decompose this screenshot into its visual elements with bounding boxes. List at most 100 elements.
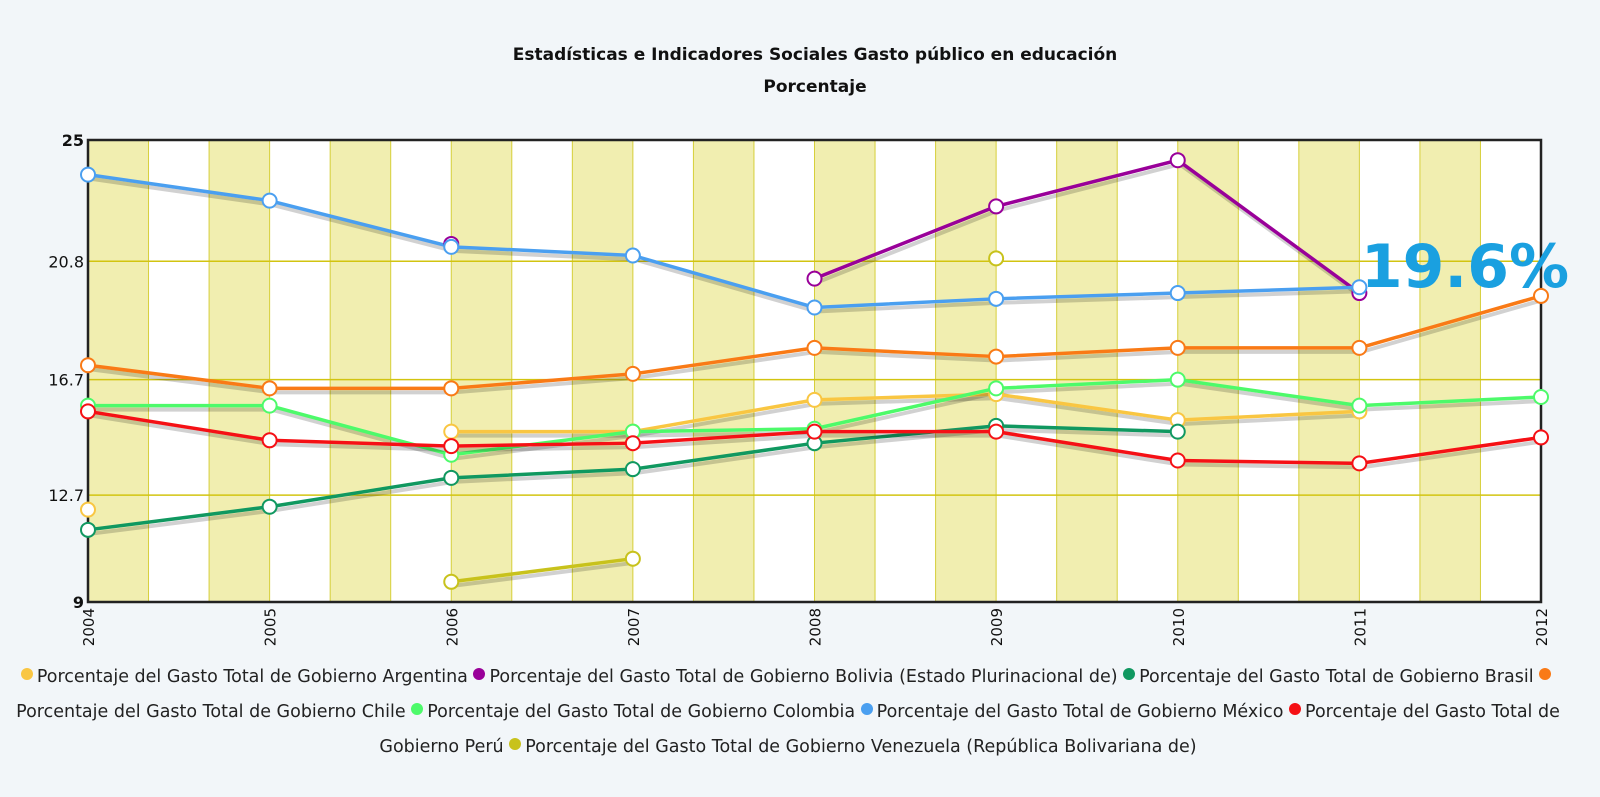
data-point bbox=[806, 423, 823, 440]
band bbox=[1419, 139, 1481, 603]
x-tick-label: 2004 bbox=[80, 608, 98, 646]
legend-label: Porcentaje del Gasto Total de Gobierno B… bbox=[1139, 667, 1534, 687]
legend: Porcentaje del Gasto Total de Gobierno A… bbox=[8, 660, 1568, 765]
data-point bbox=[1169, 452, 1186, 469]
data-point bbox=[806, 299, 823, 316]
data-point bbox=[1533, 429, 1549, 446]
data-point bbox=[1351, 455, 1368, 472]
legend-swatch bbox=[20, 668, 33, 680]
band bbox=[1056, 139, 1118, 603]
data-point bbox=[988, 250, 1005, 267]
legend-item: Porcentaje del Gasto Total de Gobierno V… bbox=[509, 737, 1197, 757]
x-tick-label: 2005 bbox=[262, 608, 280, 646]
x-tick-label: 2006 bbox=[443, 608, 461, 646]
legend-label: Porcentaje del Gasto Total de Gobierno P… bbox=[379, 702, 1560, 757]
data-point bbox=[80, 521, 96, 538]
data-point bbox=[1351, 397, 1368, 414]
band bbox=[692, 139, 755, 603]
chart: Estadísticas e Indicadores Sociales Gast… bbox=[48, 45, 1569, 646]
data-point bbox=[1533, 287, 1549, 304]
data-point bbox=[1169, 371, 1186, 388]
data-point bbox=[443, 469, 460, 486]
data-point bbox=[988, 380, 1005, 397]
band bbox=[329, 139, 392, 603]
legend-item: Porcentaje del Gasto Total de Gobierno A… bbox=[20, 667, 468, 687]
data-point bbox=[988, 290, 1005, 307]
band bbox=[571, 139, 634, 603]
legend-swatch bbox=[860, 703, 873, 715]
data-point bbox=[1169, 339, 1186, 356]
x-tick-label: 2007 bbox=[625, 608, 643, 646]
line-shadow bbox=[815, 162, 1363, 299]
data-point bbox=[443, 438, 460, 455]
data-point bbox=[1169, 152, 1186, 169]
x-tick-label: 2011 bbox=[1351, 608, 1369, 646]
x-tick-label: 2009 bbox=[988, 608, 1006, 646]
data-point bbox=[806, 339, 823, 356]
legend-swatch bbox=[473, 668, 486, 680]
y-tick-label: 12.7 bbox=[48, 486, 84, 505]
legend-item: Porcentaje del Gasto Total de Gobierno C… bbox=[16, 667, 1555, 722]
band bbox=[1298, 139, 1360, 603]
legend-item: Porcentaje del Gasto Total de Gobierno B… bbox=[473, 667, 1118, 687]
legend-label: Porcentaje del Gasto Total de Gobierno C… bbox=[16, 702, 406, 722]
series-line bbox=[87, 172, 1360, 310]
legend-label: Porcentaje del Gasto Total de Gobierno C… bbox=[427, 702, 856, 722]
legend-swatch bbox=[509, 738, 522, 750]
data-point bbox=[80, 403, 96, 420]
legend-label: Porcentaje del Gasto Total de Gobierno M… bbox=[876, 702, 1284, 722]
data-point bbox=[443, 423, 460, 440]
data-point bbox=[624, 461, 641, 478]
data-point bbox=[1351, 279, 1368, 296]
data-point bbox=[1533, 388, 1549, 405]
data-point bbox=[261, 397, 278, 414]
band bbox=[814, 139, 876, 603]
data-point bbox=[443, 238, 460, 255]
data-point bbox=[624, 247, 641, 264]
data-point bbox=[806, 391, 823, 408]
y-tick-label: 9 bbox=[73, 593, 84, 612]
legend-item: Porcentaje del Gasto Total de Gobierno M… bbox=[860, 702, 1284, 722]
data-point bbox=[261, 432, 278, 449]
band bbox=[1177, 139, 1239, 603]
data-point bbox=[443, 573, 460, 590]
legend-swatch bbox=[1539, 668, 1552, 680]
data-point bbox=[80, 501, 96, 518]
band bbox=[208, 139, 271, 603]
data-point bbox=[988, 198, 1005, 215]
legend-item: Porcentaje del Gasto Total de Gobierno P… bbox=[379, 702, 1559, 757]
data-point bbox=[1351, 339, 1368, 356]
data-point bbox=[624, 365, 641, 382]
data-point bbox=[988, 348, 1005, 365]
y-tick-label: 20.8 bbox=[48, 252, 84, 271]
y-tick-label: 16.7 bbox=[48, 371, 84, 390]
band bbox=[450, 139, 513, 603]
chart-title: Estadísticas e Indicadores Sociales Gast… bbox=[513, 45, 1118, 65]
legend-item: Porcentaje del Gasto Total de Gobierno C… bbox=[411, 702, 855, 722]
legend-label: Porcentaje del Gasto Total de Gobierno A… bbox=[36, 667, 468, 687]
legend-swatch bbox=[411, 703, 424, 715]
data-point bbox=[1169, 423, 1186, 440]
series-line bbox=[451, 392, 1360, 434]
legend-label: Porcentaje del Gasto Total de Gobierno V… bbox=[525, 737, 1197, 757]
data-point bbox=[80, 357, 96, 374]
data-point bbox=[806, 270, 823, 287]
x-tick-label: 2008 bbox=[807, 608, 825, 646]
y-tick-label: 25 bbox=[62, 131, 84, 150]
data-point bbox=[624, 550, 641, 567]
chart-subtitle: Porcentaje bbox=[763, 77, 866, 97]
data-point bbox=[80, 166, 96, 183]
legend-swatch bbox=[1289, 703, 1302, 715]
x-tick-label: 2010 bbox=[1170, 608, 1188, 646]
data-point bbox=[624, 435, 641, 452]
data-point bbox=[261, 380, 278, 397]
legend-label: Porcentaje del Gasto Total de Gobierno B… bbox=[489, 667, 1118, 687]
x-tick-label: 2012 bbox=[1533, 608, 1551, 646]
data-point bbox=[988, 423, 1005, 440]
annotation: 19.6% bbox=[1361, 232, 1569, 302]
legend-item: Porcentaje del Gasto Total de Gobierno B… bbox=[1123, 667, 1534, 687]
line-shadow bbox=[89, 176, 1362, 314]
legend-swatch bbox=[1123, 668, 1136, 680]
series-line bbox=[813, 158, 1361, 295]
